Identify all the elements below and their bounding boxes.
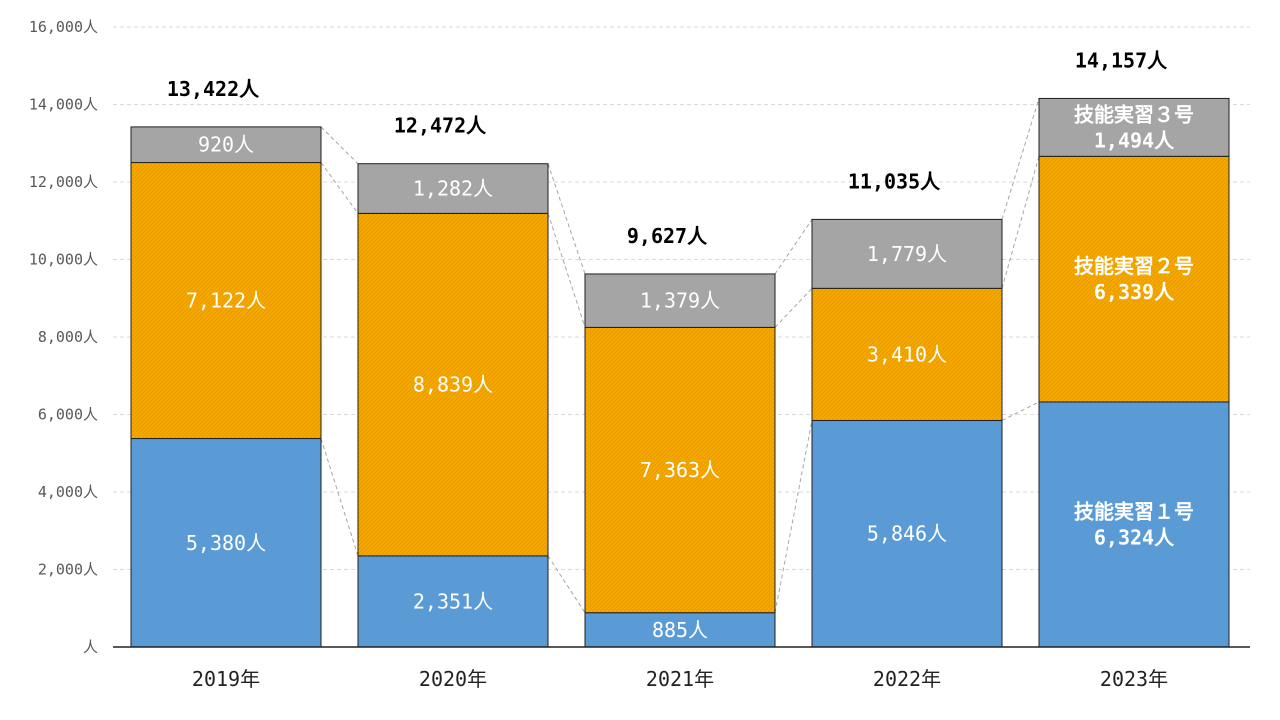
bar-segment-3-2019年 bbox=[130, 126, 322, 164]
x-category-label: 2020年 bbox=[419, 667, 487, 691]
data-label: 7,363人 bbox=[640, 458, 720, 482]
series-connector-line bbox=[547, 555, 586, 613]
bar-segment-2-2020年 bbox=[357, 212, 549, 557]
bar-segment-1-2022年 bbox=[811, 419, 1003, 648]
x-category-label: 2022年 bbox=[873, 667, 941, 691]
y-tick-label: 4,000人 bbox=[38, 483, 98, 501]
x-category-label: 2019年 bbox=[192, 667, 260, 691]
data-label: 1,779人 bbox=[867, 242, 947, 266]
series-connector-line bbox=[320, 126, 359, 165]
y-tick-label: 14,000人 bbox=[29, 96, 98, 114]
series-connector-line bbox=[320, 438, 359, 557]
bar-segment-2-2022年 bbox=[811, 287, 1003, 421]
y-tick-label: 16,000人 bbox=[29, 18, 98, 36]
y-tick-label: 人 bbox=[83, 638, 98, 656]
data-label: 6,339人 bbox=[1094, 280, 1175, 304]
bar-segment-2-2023年 bbox=[1038, 155, 1230, 403]
data-label: 1,282人 bbox=[413, 177, 493, 201]
series-connector-line bbox=[774, 420, 813, 613]
data-label: 885人 bbox=[652, 618, 708, 642]
bar-segment-3-2021年 bbox=[584, 273, 776, 328]
total-label: 9,627人 bbox=[627, 224, 708, 248]
series-connector-line bbox=[547, 163, 586, 275]
data-label: 3,410人 bbox=[867, 342, 947, 366]
total-label: 11,035人 bbox=[848, 169, 941, 193]
series-name-label: 技能実習２号 bbox=[1074, 254, 1194, 278]
series-connector-line bbox=[547, 213, 586, 328]
total-label: 13,422人 bbox=[167, 77, 260, 101]
bar-segment-1-2019年 bbox=[130, 438, 322, 648]
y-tick-label: 10,000人 bbox=[29, 251, 98, 269]
x-category-label: 2021年 bbox=[646, 667, 714, 691]
total-label: 14,157人 bbox=[1075, 48, 1168, 72]
y-tick-label: 8,000人 bbox=[38, 328, 98, 346]
bar-segment-3-2022年 bbox=[811, 218, 1003, 289]
bar-segment-3-2023年 bbox=[1038, 97, 1230, 157]
x-category-label: 2023年 bbox=[1100, 667, 1168, 691]
data-label: 1,379人 bbox=[640, 289, 720, 313]
data-label: 1,494人 bbox=[1094, 128, 1175, 152]
data-label: 7,122人 bbox=[186, 289, 266, 313]
data-label: 2,351人 bbox=[413, 589, 493, 613]
data-label: 8,839人 bbox=[413, 373, 493, 397]
series-name-label: 技能実習１号 bbox=[1074, 499, 1194, 523]
data-label: 5,846人 bbox=[867, 522, 947, 546]
total-label: 12,472人 bbox=[394, 114, 487, 138]
series-connector-line bbox=[1001, 156, 1040, 289]
bar-segment-1-2020年 bbox=[357, 555, 549, 648]
series-connector-line bbox=[320, 162, 359, 214]
series-name-label: 技能実習３号 bbox=[1074, 102, 1194, 126]
y-tick-label: 6,000人 bbox=[38, 406, 98, 424]
series-connector-line bbox=[1001, 98, 1040, 220]
data-label: 5,380人 bbox=[186, 531, 266, 555]
bar-segment-1-2023年 bbox=[1038, 401, 1230, 648]
bar-segment-3-2020年 bbox=[357, 163, 549, 214]
series-connector-line bbox=[774, 287, 813, 328]
data-label: 920人 bbox=[198, 133, 254, 157]
data-label: 6,324人 bbox=[1094, 525, 1175, 549]
bar-segment-2-2019年 bbox=[130, 162, 322, 440]
y-tick-label: 12,000人 bbox=[29, 173, 98, 191]
series-connector-line bbox=[774, 219, 813, 275]
series-connector-line bbox=[1001, 401, 1040, 421]
bar-segment-2-2021年 bbox=[584, 326, 776, 614]
y-tick-label: 2,000人 bbox=[38, 561, 98, 579]
